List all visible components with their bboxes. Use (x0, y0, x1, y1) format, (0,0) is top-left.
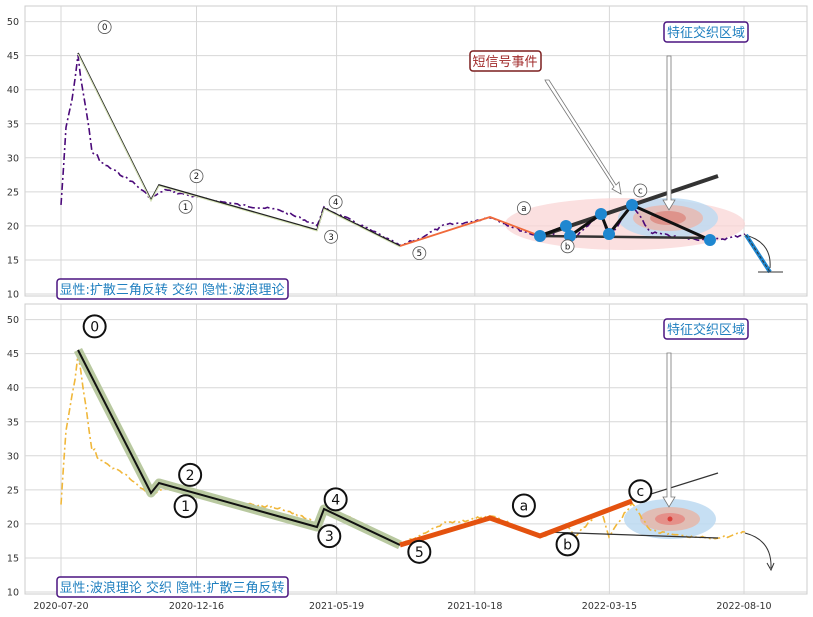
wave-label-marker (323, 487, 348, 512)
bottom-legend-box (56, 576, 289, 598)
y-tick-label: 15 (7, 255, 19, 266)
top-projection-line-inner (745, 234, 771, 273)
x-tick-label: 2021-10-18 (447, 601, 502, 612)
wave-label-b: b (563, 537, 572, 553)
bottom-wave-path-1 (77, 349, 401, 546)
y-tick-label: 45 (7, 349, 19, 360)
bottom-plot-frame (24, 303, 808, 595)
y-tick-label: 40 (7, 85, 19, 96)
wave-label-c: c (638, 186, 643, 196)
x-tick-labels: 2020-07-20 2020-12-16 2021-05-19 2021-10-18… (33, 601, 771, 612)
bottom-feature-zone (624, 499, 716, 539)
wave-label-3: 3 (328, 233, 333, 243)
y-tick-label: 25 (7, 187, 19, 198)
wave-label-marker (97, 20, 112, 34)
wave-label-1: 1 (183, 203, 188, 213)
y-tick-label: 20 (7, 221, 19, 232)
bottom-feature-zone-box (663, 318, 749, 340)
bottom-feature-zone-arrow (662, 352, 676, 508)
wave-label-marker (412, 246, 427, 261)
top-short-signal-arrow (544, 79, 622, 195)
wave-label-b: b (565, 242, 570, 252)
wave-label-marker (407, 539, 432, 564)
y-tick-label: 30 (7, 153, 19, 164)
y-tick-label: 25 (7, 485, 19, 496)
wave-label-marker (178, 462, 203, 487)
top-feature-zone-text: 特征交织区域 (667, 25, 745, 41)
top-wave-labels: 0 1 2 3 4 5 a b c (97, 20, 648, 261)
top-legend-text: 显性:扩散三角反转 交织 隐性:波浪理论 (59, 282, 284, 298)
top-wave-path-1-halo (77, 53, 401, 248)
y-tick-label: 50 (7, 315, 19, 326)
top-y-tick-labels: 10 15 20 25 30 35 40 45 50 (7, 17, 19, 300)
top-grid (25, 6, 807, 296)
wave-label-4: 4 (333, 198, 338, 208)
x-tick-label: 2022-03-15 (582, 601, 637, 612)
bottom-legend-text: 显性:波浪理论 交织 隐性:扩散三角反转 (59, 580, 284, 596)
wave-label-1: 1 (181, 499, 190, 515)
bottom-wave-labels: 0 1 2 3 4 5 a b c (82, 314, 653, 564)
top-short-signal-box (469, 50, 542, 72)
top-short-signal-text: 短信号事件 (472, 55, 537, 70)
wave-label-marker (628, 479, 653, 504)
bottom-projection-arrowhead (766, 562, 775, 572)
wave-label-marker (82, 314, 107, 339)
wave-label-5: 5 (417, 249, 422, 259)
wave-label-3: 3 (325, 529, 334, 545)
wave-label-2: 2 (194, 172, 199, 182)
wave-label-marker (517, 201, 531, 216)
y-tick-label: 10 (7, 588, 19, 599)
x-tick-label: 2020-12-16 (169, 601, 224, 612)
y-tick-label: 40 (7, 383, 19, 394)
y-tick-label: 45 (7, 51, 19, 62)
wave-label-2: 2 (186, 468, 195, 484)
top-triangle-dots (534, 199, 716, 246)
x-tick-label: 2020-07-20 (33, 601, 88, 612)
wave-label-marker (555, 532, 580, 557)
y-tick-label: 30 (7, 451, 19, 462)
top-feature-zone-arrow (662, 55, 676, 211)
y-tick-label: 10 (7, 290, 19, 301)
y-tick-label: 35 (7, 119, 19, 130)
bottom-y-tick-labels: 10 15 20 25 30 35 40 45 50 (7, 315, 19, 598)
y-tick-label: 50 (7, 17, 19, 28)
wave-label-marker (328, 195, 343, 209)
wave-label-a: a (521, 204, 526, 214)
bottom-triangle-lower (544, 531, 719, 539)
y-tick-label: 15 (7, 553, 19, 564)
wave-label-marker (560, 239, 575, 254)
y-tick-label: 20 (7, 519, 19, 530)
wave-label-5: 5 (415, 545, 424, 561)
wave-label-0: 0 (90, 319, 99, 335)
wave-label-marker (324, 229, 339, 244)
bottom-wave-path-2 (399, 498, 633, 548)
wave-label-marker (178, 199, 193, 214)
wave-label-0: 0 (102, 23, 107, 33)
wave-label-marker (511, 493, 536, 518)
top-legend-box (56, 278, 289, 300)
top-feature-zone-box (663, 21, 749, 43)
wave-label-a: a (520, 499, 529, 515)
x-tick-label: 2021-05-19 (309, 601, 364, 612)
wave-label-c: c (636, 484, 644, 500)
bottom-feature-zone-text: 特征交织区域 (667, 322, 745, 338)
bottom-projection-arc (744, 532, 772, 569)
x-tick-label: 2022-08-10 (716, 601, 771, 612)
wave-label-marker (633, 183, 648, 198)
wave-label-marker (173, 494, 198, 519)
wave-label-marker (189, 169, 204, 184)
wave-label-4: 4 (331, 492, 340, 508)
y-tick-label: 35 (7, 417, 19, 428)
wave-label-marker (317, 524, 342, 549)
